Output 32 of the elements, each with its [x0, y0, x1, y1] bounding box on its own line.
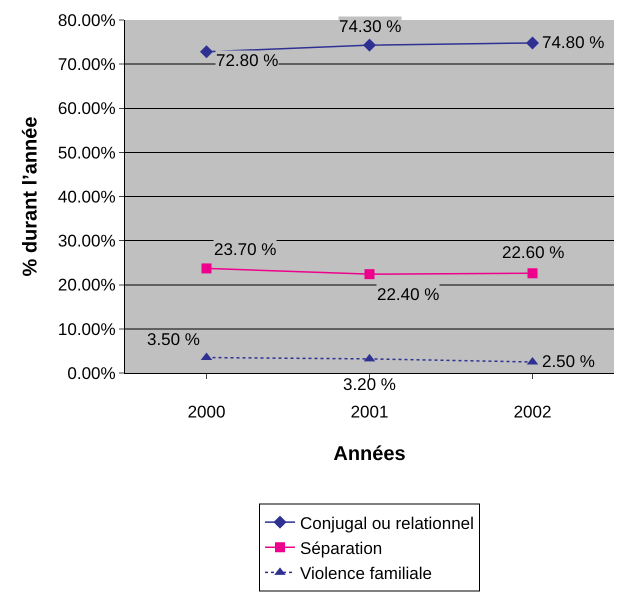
data-label: 22.60 %	[502, 243, 564, 262]
data-label: 74.80 %	[542, 33, 604, 52]
point	[363, 38, 376, 52]
legend-label: Séparation	[300, 538, 382, 558]
data-label: 2.50 %	[542, 352, 595, 371]
data-label: 3.50 %	[147, 330, 200, 349]
data-label: 72.80 %	[216, 51, 278, 70]
y-tick-label: 60.00%	[58, 99, 116, 118]
point	[200, 45, 213, 58]
y-tick-label: 20.00%	[58, 276, 116, 295]
x-tick-label: 2000	[188, 402, 226, 422]
x-tick-label: 2002	[514, 402, 552, 422]
point	[364, 269, 374, 280]
y-tick-label: 70.00%	[58, 55, 116, 74]
y-tick-label: 40.00%	[58, 187, 116, 206]
y-tick-label: 80.00%	[58, 10, 116, 30]
legend-label: Violence familiale	[300, 564, 432, 583]
y-tick-label: 0.00%	[67, 364, 116, 383]
data-label: 3.20 %	[343, 375, 396, 394]
data-label: 23.70 %	[214, 240, 276, 259]
data-label: 74.30 %	[339, 17, 402, 36]
y-axis-title: % durant l’année	[19, 116, 42, 277]
legend-label: Conjugal ou relationnel	[300, 514, 474, 533]
point	[202, 263, 212, 274]
data-label: 22.40 %	[377, 285, 440, 304]
y-tick-label: 30.00%	[58, 232, 116, 251]
x-tick-label: 2001	[350, 402, 388, 422]
x-axis-title: Années	[333, 442, 406, 465]
y-tick-label: 50.00%	[58, 143, 116, 162]
point	[526, 36, 539, 50]
y-tick-label: 10.00%	[58, 320, 116, 339]
point	[528, 268, 538, 278]
